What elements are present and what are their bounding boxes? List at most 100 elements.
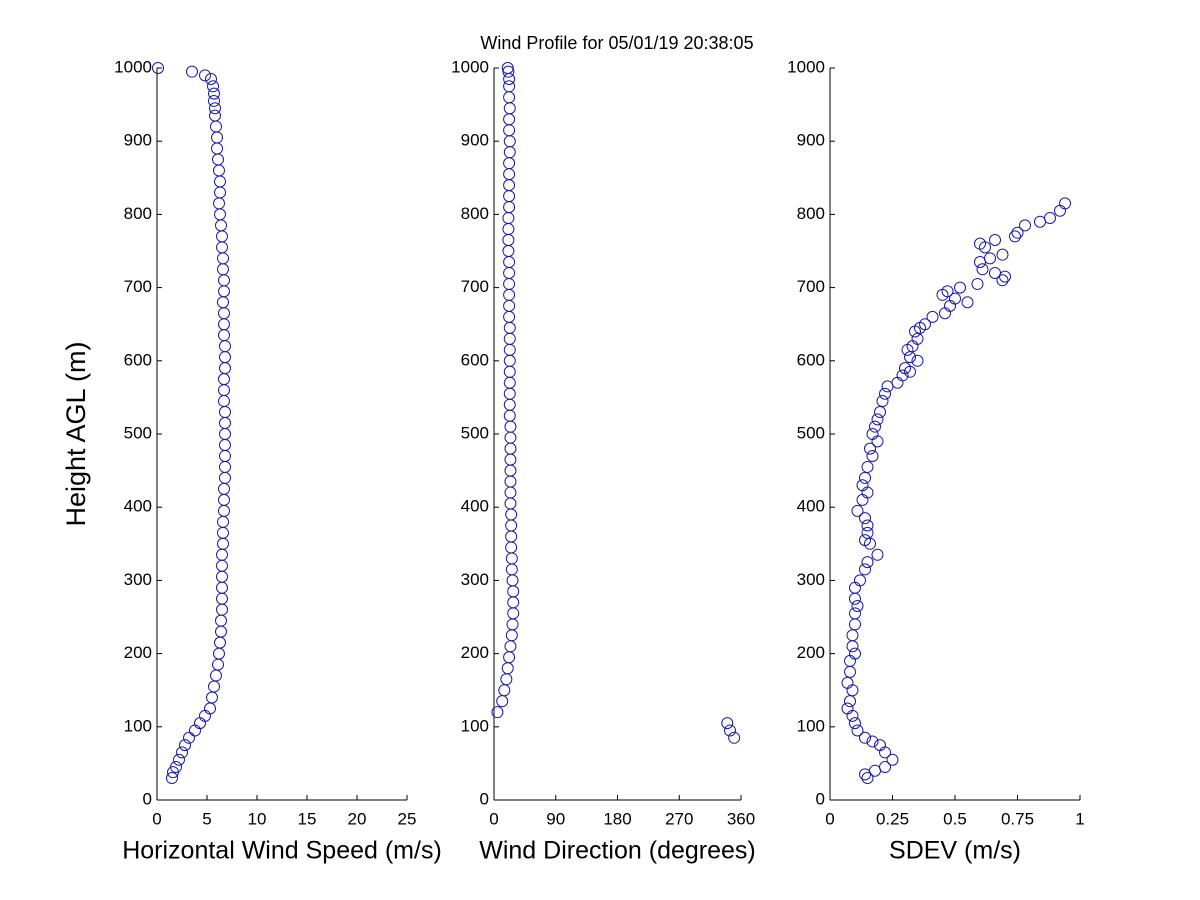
- point: [491, 706, 504, 719]
- point: [846, 640, 859, 653]
- point: [864, 537, 876, 550]
- x-tick-label: 0.5: [943, 809, 967, 828]
- point: [189, 724, 201, 737]
- point: [496, 695, 509, 708]
- point: [851, 600, 864, 613]
- point: [871, 435, 884, 448]
- point: [876, 395, 889, 408]
- y-tick-label: 900: [461, 131, 489, 150]
- point: [864, 442, 876, 455]
- x-tick-label: 180: [603, 809, 631, 828]
- point: [859, 768, 871, 781]
- point: [844, 665, 856, 678]
- point: [879, 746, 891, 759]
- point: [186, 65, 198, 78]
- point: [901, 343, 914, 356]
- point: [861, 519, 874, 532]
- point: [874, 406, 886, 419]
- point: [844, 695, 856, 708]
- y-tick-label: 500: [461, 423, 489, 442]
- y-tick-label: 200: [797, 643, 825, 662]
- x-axis-label: Horizontal Wind Speed (m/s): [122, 837, 442, 865]
- y-tick-label: 200: [124, 643, 152, 662]
- y-tick-label: 300: [124, 570, 152, 589]
- x-tick-label: 0.75: [1001, 809, 1034, 828]
- y-tick-label: 700: [797, 277, 825, 296]
- point: [976, 263, 989, 276]
- point: [904, 365, 916, 378]
- y-tick-label: 700: [124, 277, 152, 296]
- point: [179, 739, 191, 752]
- y-tick-label: 600: [797, 350, 825, 369]
- point: [859, 471, 871, 484]
- point: [861, 460, 874, 473]
- point: [207, 80, 219, 93]
- point: [1054, 204, 1066, 217]
- y-tick-label: 100: [124, 716, 152, 735]
- point: [989, 234, 1001, 247]
- point: [871, 548, 884, 561]
- point: [849, 618, 861, 631]
- point: [984, 252, 996, 265]
- point: [1034, 215, 1046, 228]
- point: [856, 493, 869, 506]
- point: [859, 731, 871, 744]
- y-axis-label: Height AGL (m): [61, 341, 91, 526]
- x-tick-label: 90: [546, 809, 565, 828]
- y-tick-label: 700: [461, 277, 489, 296]
- x-tick-label: 0.25: [876, 809, 909, 828]
- point: [846, 684, 859, 697]
- point: [871, 413, 884, 426]
- x-tick-label: 5: [202, 809, 211, 828]
- point: [911, 354, 924, 367]
- y-tick-label: 0: [143, 789, 152, 808]
- x-tick-label: 25: [398, 809, 417, 828]
- point: [176, 746, 188, 759]
- x-tick-label: 15: [298, 809, 317, 828]
- x-tick-label: 0: [489, 809, 498, 828]
- point: [503, 72, 516, 85]
- point: [209, 102, 221, 115]
- y-tick-label: 400: [461, 497, 489, 516]
- y-tick-label: 600: [124, 350, 152, 369]
- point: [166, 772, 178, 785]
- point: [866, 449, 879, 462]
- point: [183, 731, 195, 744]
- point: [846, 709, 859, 722]
- y-tick-label: 1000: [451, 57, 489, 76]
- point: [869, 420, 881, 433]
- point: [939, 307, 951, 320]
- point: [904, 351, 916, 364]
- point: [208, 94, 220, 107]
- point: [996, 248, 1009, 261]
- y-tick-label: 400: [124, 497, 152, 516]
- y-tick-label: 100: [461, 716, 489, 735]
- point: [859, 563, 871, 576]
- point: [996, 274, 1009, 287]
- y-tick-label: 0: [816, 789, 825, 808]
- point: [849, 717, 861, 730]
- point: [936, 288, 949, 301]
- point: [974, 237, 986, 250]
- point: [724, 724, 737, 737]
- point: [208, 87, 220, 100]
- x-axis-label: SDEV (m/s): [889, 837, 1021, 865]
- point: [152, 62, 164, 74]
- point: [199, 69, 211, 82]
- chart-title: Wind Profile for 05/01/19 20:38:05: [480, 33, 753, 53]
- point: [859, 512, 871, 525]
- point: [1019, 219, 1031, 232]
- point: [861, 772, 874, 785]
- y-tick-label: 200: [461, 643, 489, 662]
- y-tick-label: 900: [124, 131, 152, 150]
- y-tick-label: 600: [461, 350, 489, 369]
- point: [881, 380, 894, 393]
- x-tick-label: 1: [1075, 809, 1084, 828]
- y-tick-label: 800: [797, 204, 825, 223]
- point: [721, 717, 734, 730]
- point: [851, 724, 864, 737]
- y-tick-label: 300: [461, 570, 489, 589]
- point: [851, 504, 864, 517]
- point: [926, 310, 939, 323]
